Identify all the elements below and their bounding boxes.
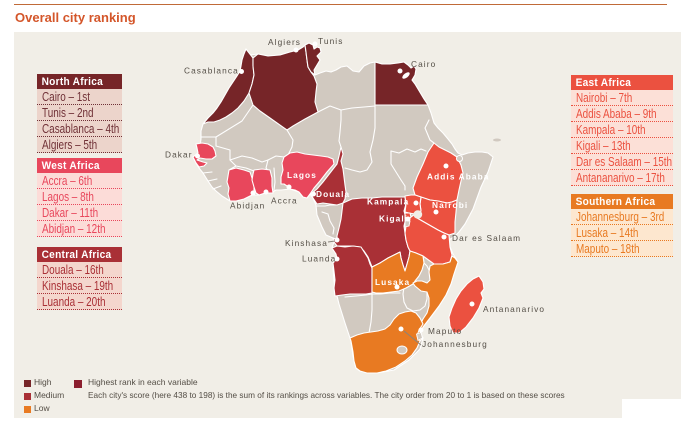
svg-text:Douala: Douala: [316, 189, 350, 199]
svg-text:Kigali: Kigali: [379, 214, 408, 224]
svg-text:Nairobi: Nairobi: [432, 200, 468, 210]
svg-text:Accra: Accra: [271, 196, 298, 206]
svg-text:Addis Ababa: Addis Ababa: [427, 172, 490, 182]
svg-text:Antananarivo: Antananarivo: [483, 304, 545, 314]
svg-text:Dakar: Dakar: [165, 150, 193, 160]
svg-text:Kinshasa: Kinshasa: [285, 238, 328, 248]
svg-text:Dar es Salaam: Dar es Salaam: [452, 233, 521, 243]
svg-text:Abidjan: Abidjan: [230, 201, 265, 211]
svg-text:Maputo: Maputo: [428, 326, 462, 336]
svg-text:Casablanca: Casablanca: [184, 66, 239, 76]
svg-text:Kampala: Kampala: [367, 197, 409, 207]
svg-text:Johannesburg: Johannesburg: [422, 339, 488, 349]
svg-text:Lusaka: Lusaka: [375, 277, 410, 287]
svg-text:Luanda: Luanda: [302, 254, 336, 264]
svg-text:Algiers: Algiers: [268, 37, 301, 47]
svg-text:Tunis: Tunis: [318, 36, 343, 46]
svg-text:Cairo: Cairo: [411, 59, 436, 69]
svg-text:Lagos: Lagos: [287, 170, 317, 180]
